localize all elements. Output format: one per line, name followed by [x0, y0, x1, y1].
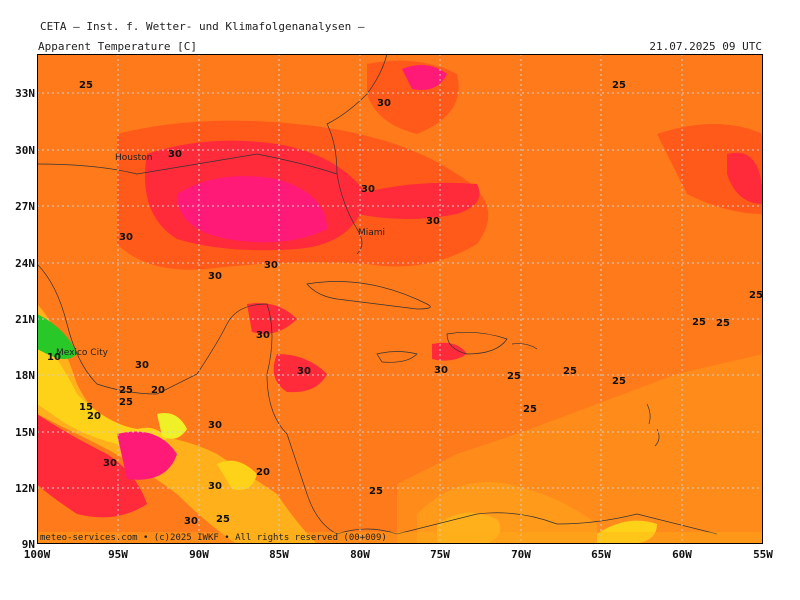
contour-label: 30	[119, 232, 133, 243]
contour-label: 30	[426, 216, 440, 227]
lat-lon-grid	[37, 54, 763, 544]
lat-label: 9N	[21, 538, 35, 551]
contour-label: 30	[208, 420, 222, 431]
lon-label: 75W	[430, 548, 450, 561]
extreme-field-ne	[402, 65, 447, 90]
contour-label: 25	[507, 371, 521, 382]
field-title: Apparent Temperature [C]	[38, 40, 197, 53]
cold-field-mexico-city	[37, 314, 77, 359]
lat-label: 33N	[15, 87, 35, 100]
lon-label: 100W	[23, 548, 51, 561]
contour-label: 25	[119, 385, 133, 396]
contour-label: 20	[256, 467, 270, 478]
lat-label: 21N	[15, 313, 35, 326]
cool-patch-guatemala	[157, 413, 187, 439]
contour-label: 25	[523, 404, 537, 415]
source-title: CETA – Inst. f. Wetter- und Klimafolgena…	[40, 20, 365, 33]
very-hot-field-caribbean	[273, 354, 327, 393]
lon-label: 55W	[753, 548, 773, 561]
contour-label: 25	[716, 318, 730, 329]
lat-label: 12N	[15, 482, 35, 495]
copyright-credit: meteo-services.com • (c)2025 IWKF • All …	[40, 533, 387, 543]
contour-label: 30	[168, 149, 182, 160]
mild-patch-s	[437, 512, 501, 544]
contour-label: 25	[749, 290, 763, 301]
contour-label: 30	[434, 365, 448, 376]
lon-label: 80W	[350, 548, 370, 561]
contour-label: 30	[264, 260, 278, 271]
contour-label: 25	[563, 366, 577, 377]
lat-label: 30N	[15, 144, 35, 157]
cool-patch-venezuela	[597, 520, 657, 544]
extreme-field-pacific	[117, 431, 177, 480]
contour-label: 30	[184, 516, 198, 527]
contour-label: 30	[135, 360, 149, 371]
lon-label: 65W	[591, 548, 611, 561]
contour-label: 20	[87, 411, 101, 422]
lon-label: 95W	[108, 548, 128, 561]
contour-label: 30	[361, 184, 375, 195]
contour-label: 20	[151, 385, 165, 396]
city-label-houston: Houston	[115, 153, 153, 163]
lat-label: 18N	[15, 369, 35, 382]
cool-field-mexico	[37, 334, 167, 446]
lat-label: 27N	[15, 200, 35, 213]
city-label-miami: Miami	[358, 228, 386, 238]
lon-label: 60W	[672, 548, 692, 561]
contour-label: 30	[297, 366, 311, 377]
lon-label: 70W	[511, 548, 531, 561]
contour-label: 25	[612, 376, 626, 387]
very-hot-field-atlantic	[727, 152, 763, 204]
contour-label: 15	[79, 402, 93, 413]
contour-label: 10	[47, 352, 61, 363]
contour-label: 30	[208, 271, 222, 282]
lat-label: 15N	[15, 426, 35, 439]
city-label-mexico-city: Mexico City	[56, 348, 108, 358]
valid-time: 21.07.2025 09 UTC	[649, 40, 762, 53]
very-hot-field-pacific	[37, 414, 147, 518]
contour-label: 30	[103, 458, 117, 469]
contour-label: 25	[216, 514, 230, 525]
contour-label: 25	[79, 80, 93, 91]
contour-label: 25	[369, 486, 383, 497]
map-frame	[37, 54, 763, 544]
very-hot-field-yucatan	[247, 303, 297, 334]
temperature-map	[37, 54, 763, 544]
lon-label: 90W	[189, 548, 209, 561]
contour-label: 25	[692, 317, 706, 328]
contour-label: 25	[612, 80, 626, 91]
contour-label: 30	[256, 330, 270, 341]
contour-label: 25	[119, 397, 133, 408]
very-hot-field-hispaniola	[432, 342, 467, 361]
contour-label: 30	[208, 481, 222, 492]
contour-label: 30	[377, 98, 391, 109]
lon-label: 85W	[269, 548, 289, 561]
cool-patch-honduras	[217, 460, 257, 490]
lat-label: 24N	[15, 257, 35, 270]
extreme-field-gulf	[177, 176, 327, 243]
very-hot-field-cuba	[357, 182, 480, 219]
